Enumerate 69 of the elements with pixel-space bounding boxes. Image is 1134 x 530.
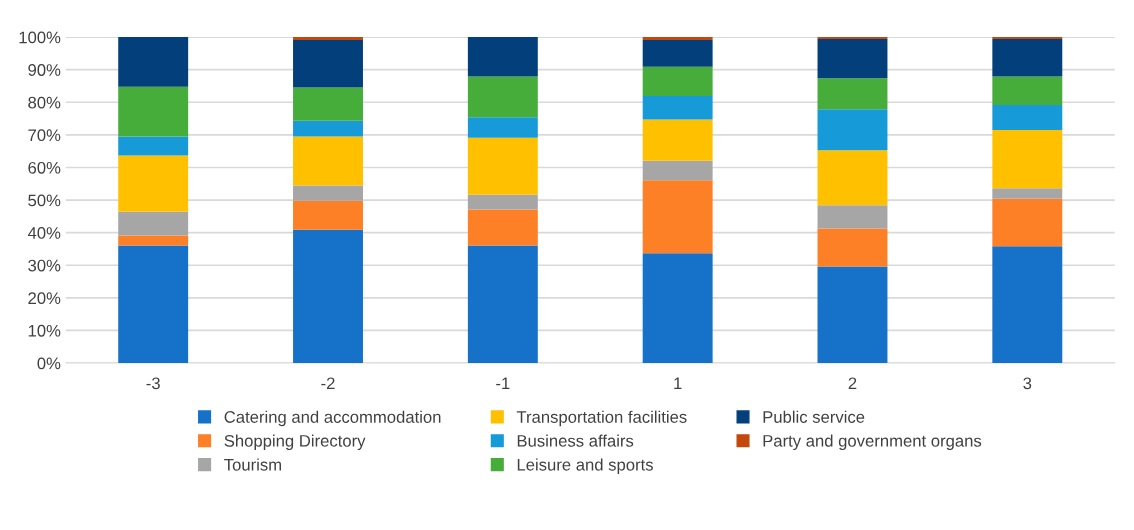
y-tick-label: 20% bbox=[28, 292, 61, 305]
y-tick-label: 70% bbox=[28, 129, 61, 142]
y-tick-label: 100% bbox=[19, 31, 61, 44]
bar bbox=[642, 119, 713, 161]
y-tick-label: 40% bbox=[27, 227, 61, 239]
legend-label: Transportation facilities bbox=[516, 410, 687, 427]
bar bbox=[467, 194, 538, 210]
bar bbox=[293, 200, 363, 230]
bar bbox=[118, 37, 189, 87]
y-tick-label: 30% bbox=[28, 259, 61, 272]
bar bbox=[293, 40, 363, 88]
legend-label: Shopping Directory bbox=[224, 434, 366, 451]
x-tick-label: -2 bbox=[321, 377, 335, 390]
bar bbox=[642, 96, 713, 120]
bar bbox=[118, 86, 189, 137]
bar bbox=[118, 155, 189, 212]
x-tick-label: 1 bbox=[674, 377, 682, 390]
y-tick-label: 60% bbox=[28, 161, 61, 174]
bar bbox=[642, 160, 713, 181]
bar bbox=[817, 78, 888, 110]
bar bbox=[642, 40, 713, 67]
bar bbox=[118, 211, 189, 236]
legend-label: Leisure and sports bbox=[517, 458, 653, 474]
bar bbox=[293, 136, 363, 186]
bar bbox=[118, 136, 189, 156]
bar bbox=[642, 37, 713, 41]
x-tick-label: 2 bbox=[848, 377, 857, 390]
legend-label: Business affairs bbox=[517, 434, 634, 447]
bar bbox=[817, 109, 888, 151]
bar bbox=[293, 185, 363, 201]
bar bbox=[467, 76, 538, 118]
bar bbox=[467, 209, 538, 246]
bar bbox=[992, 130, 1063, 189]
y-tick-label: 90% bbox=[28, 64, 61, 76]
x-tick-label: 3 bbox=[1023, 377, 1032, 390]
bar bbox=[992, 188, 1063, 199]
bar bbox=[293, 229, 363, 364]
bar bbox=[293, 87, 363, 121]
bar bbox=[817, 150, 888, 206]
bar bbox=[467, 137, 538, 195]
y-tick-label: 50% bbox=[28, 194, 61, 207]
bar bbox=[467, 245, 538, 364]
bar bbox=[642, 180, 713, 254]
bar bbox=[118, 245, 189, 364]
x-tick-label: -1 bbox=[496, 377, 510, 390]
bar bbox=[817, 39, 888, 79]
bar bbox=[293, 120, 363, 137]
bar bbox=[992, 76, 1063, 105]
legend-label: Public service bbox=[763, 410, 865, 423]
bar bbox=[992, 39, 1063, 77]
bar bbox=[817, 205, 888, 229]
bar bbox=[992, 198, 1063, 247]
legend-label: Catering and accommodation bbox=[224, 410, 441, 427]
bar bbox=[467, 37, 538, 77]
bar bbox=[817, 228, 888, 267]
legend-label: Party and government organs bbox=[763, 434, 982, 451]
y-tick-label: 80% bbox=[28, 96, 61, 109]
bar bbox=[293, 37, 363, 41]
legend-label: Tourism bbox=[224, 458, 281, 471]
bar bbox=[467, 117, 538, 138]
y-tick-label: 0% bbox=[37, 357, 61, 370]
bar bbox=[992, 246, 1063, 364]
x-tick-label: -3 bbox=[146, 377, 160, 390]
y-tick-label: 10% bbox=[28, 324, 61, 337]
bar bbox=[817, 266, 888, 364]
bar bbox=[642, 253, 713, 364]
bar bbox=[642, 66, 713, 97]
bar bbox=[118, 235, 189, 246]
bar bbox=[992, 104, 1063, 130]
